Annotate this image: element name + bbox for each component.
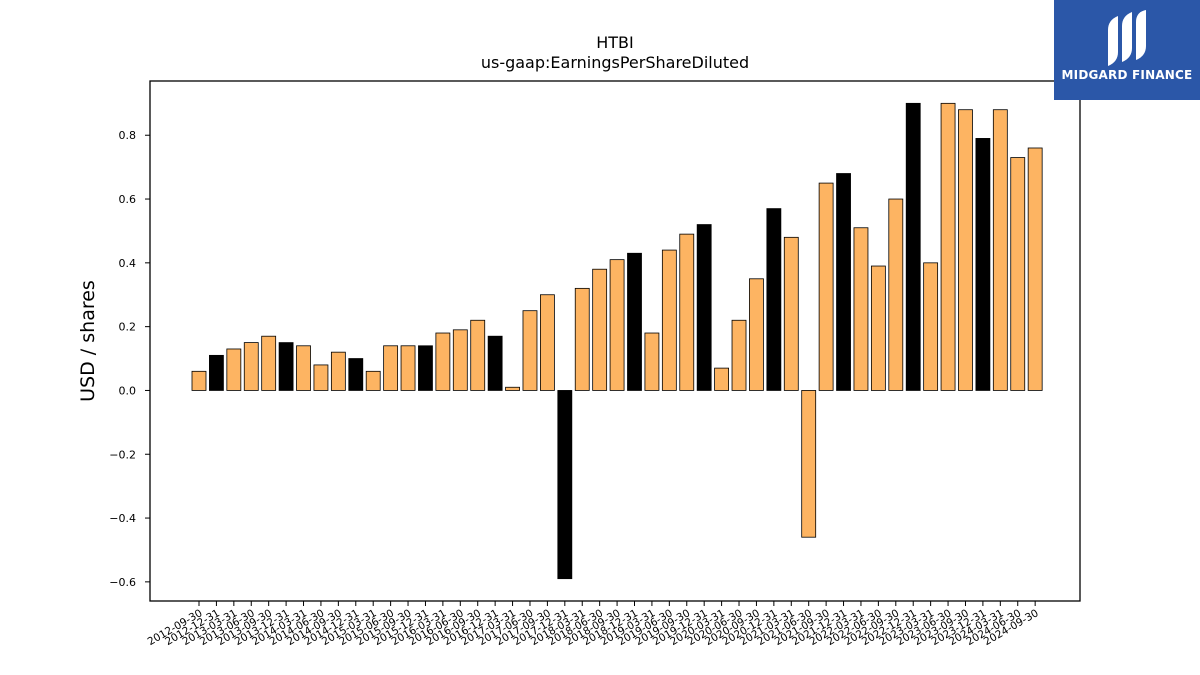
bar-2015-12-31 xyxy=(418,345,433,391)
bar-2018-06-30 xyxy=(592,268,608,391)
y-tick-label: −0.6 xyxy=(109,576,136,589)
bar-2016-12-31 xyxy=(487,335,503,391)
brand-logo: MIDGARD FINANCE xyxy=(1054,0,1200,100)
y-tick-label: 0.6 xyxy=(119,193,137,206)
bar-2016-06-30 xyxy=(452,329,468,391)
bar-2020-12-31 xyxy=(766,208,782,391)
bar-2024-06-30 xyxy=(1010,157,1026,391)
bar-2024-03-31 xyxy=(992,109,1008,391)
bar-2023-03-31 xyxy=(923,262,939,391)
x-ticks: 2012-09-302012-12-312013-03-312013-06-30… xyxy=(146,601,1041,648)
bar-2020-03-31 xyxy=(714,367,729,391)
bar-2014-03-31 xyxy=(296,345,311,391)
bar-2018-03-31 xyxy=(574,287,590,391)
bar-2018-09-30 xyxy=(609,259,625,391)
bar-2022-12-31 xyxy=(905,102,921,391)
bar-2013-12-31 xyxy=(278,342,294,391)
bar-2021-09-30 xyxy=(818,182,834,391)
bar-2015-09-30 xyxy=(400,345,416,391)
bar-2012-09-30 xyxy=(191,370,207,391)
bar-2014-06-30 xyxy=(313,364,329,391)
bar-2017-06-30 xyxy=(522,310,538,391)
chart-title: HTBI xyxy=(596,33,634,52)
bar-2017-03-31 xyxy=(505,386,520,391)
y-tick-label: −0.4 xyxy=(109,512,136,525)
bar-2023-06-30 xyxy=(940,102,956,391)
logo-text: MIDGARD FINANCE xyxy=(1061,68,1193,82)
bar-2021-06-30 xyxy=(801,390,817,538)
bar-2020-06-30 xyxy=(731,319,747,391)
bar-2012-12-31 xyxy=(209,354,224,391)
bar-2021-03-31 xyxy=(783,236,799,391)
bar-2015-03-31 xyxy=(365,370,381,391)
bar-2016-09-30 xyxy=(470,319,486,391)
bar-2019-09-30 xyxy=(679,233,695,391)
bar-2018-12-31 xyxy=(627,252,642,391)
plot-frame xyxy=(149,80,1081,602)
bar-2017-12-31 xyxy=(557,390,573,580)
y-tick-label: −0.2 xyxy=(109,448,136,461)
chart-subtitle: us-gaap:EarningsPerShareDiluted xyxy=(481,53,749,72)
bar-2023-09-30 xyxy=(958,109,973,391)
bar-2023-12-31 xyxy=(975,138,991,391)
bar-2019-03-31 xyxy=(644,332,660,391)
y-ticks: −0.6 −0.4 −0.2 0.0 0.2 0.4 0.6 0.8 xyxy=(109,129,150,589)
bar-2019-06-30 xyxy=(661,249,677,391)
bar-2019-12-31 xyxy=(696,224,712,391)
bar-2014-12-31 xyxy=(348,358,364,391)
bar-2024-09-30 xyxy=(1027,147,1043,391)
bar-2013-06-30 xyxy=(243,342,259,391)
y-tick-label: 0.2 xyxy=(119,321,137,334)
bars-layer xyxy=(191,102,1043,580)
bar-2016-03-31 xyxy=(435,332,451,391)
bar-2017-09-30 xyxy=(540,294,555,391)
y-tick-label: 0.8 xyxy=(119,129,137,142)
bar-2014-09-30 xyxy=(330,351,346,391)
midgard-logo-icon xyxy=(1108,10,1146,66)
y-axis-label: USD / shares xyxy=(77,280,99,402)
bar-2020-09-30 xyxy=(749,278,764,391)
bar-2022-03-31 xyxy=(853,227,869,391)
y-tick-label: 0.4 xyxy=(119,257,137,270)
y-tick-label: 0.0 xyxy=(119,384,137,397)
bar-2021-12-31 xyxy=(836,173,851,391)
bar-2022-06-30 xyxy=(870,265,886,391)
bar-2013-03-31 xyxy=(226,348,242,391)
bar-2022-09-30 xyxy=(888,198,904,391)
bar-2015-06-30 xyxy=(383,345,399,391)
bar-2013-09-30 xyxy=(261,335,277,391)
